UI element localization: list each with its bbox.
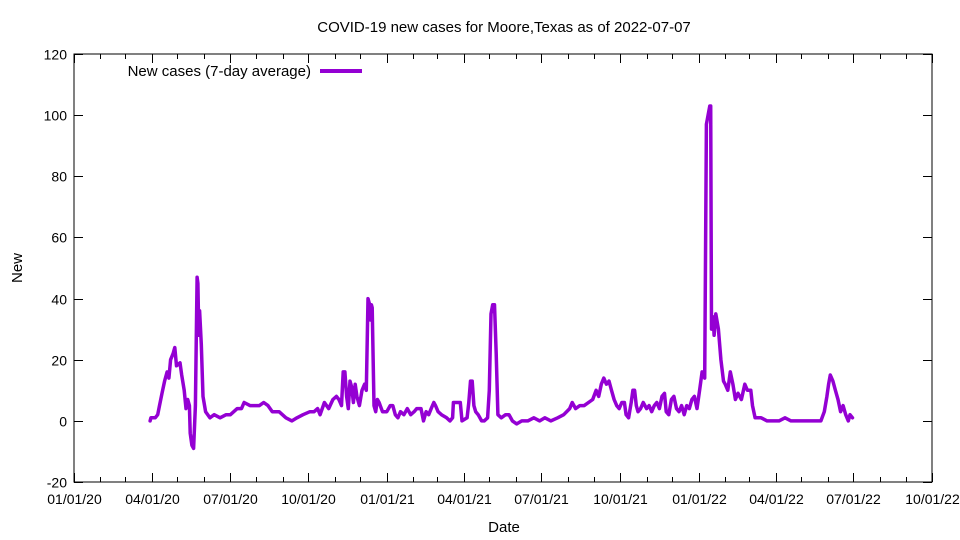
x-tick-label: 07/01/22 <box>826 491 881 507</box>
y-tick-label: 80 <box>51 169 67 185</box>
x-tick-label: 07/01/20 <box>203 491 258 507</box>
x-tick-label: 10/01/20 <box>281 491 336 507</box>
legend: New cases (7-day average) <box>128 63 362 80</box>
x-tick-label: 01/01/20 <box>47 491 102 507</box>
x-tick-label: 07/01/21 <box>514 491 569 507</box>
x-tick-label: 04/01/21 <box>437 491 492 507</box>
y-tick-label: 100 <box>44 108 68 124</box>
x-tick-label: 01/01/21 <box>360 491 415 507</box>
x-tick-label: 04/01/20 <box>125 491 180 507</box>
y-tick-label: 40 <box>51 292 67 308</box>
x-axis-label: Date <box>488 519 520 536</box>
y-tick-label: 120 <box>44 47 68 63</box>
y-tick-label: -20 <box>47 475 67 491</box>
series-line-0 <box>148 104 855 451</box>
x-tick-label: 04/01/22 <box>749 491 804 507</box>
y-axis-label: New <box>9 253 26 283</box>
y-tick-label: 20 <box>51 353 67 369</box>
legend-label-new-cases: New cases (7-day average) <box>128 63 311 80</box>
axes: -20 0 20 40 60 80 100 120 01/01/20 04/01/20 07/01/… <box>44 47 960 508</box>
plot-frame <box>73 53 933 483</box>
x-tick-label: 01/01/22 <box>672 491 727 507</box>
x-tick-label: 10/01/21 <box>593 491 648 507</box>
series-lines <box>148 104 855 451</box>
chart-title: COVID-19 new cases for Moore,Texas as of… <box>317 19 691 36</box>
y-tick-label: 0 <box>59 414 67 430</box>
y-tick-label: 60 <box>51 230 67 246</box>
x-tick-label: 10/01/22 <box>905 491 960 507</box>
